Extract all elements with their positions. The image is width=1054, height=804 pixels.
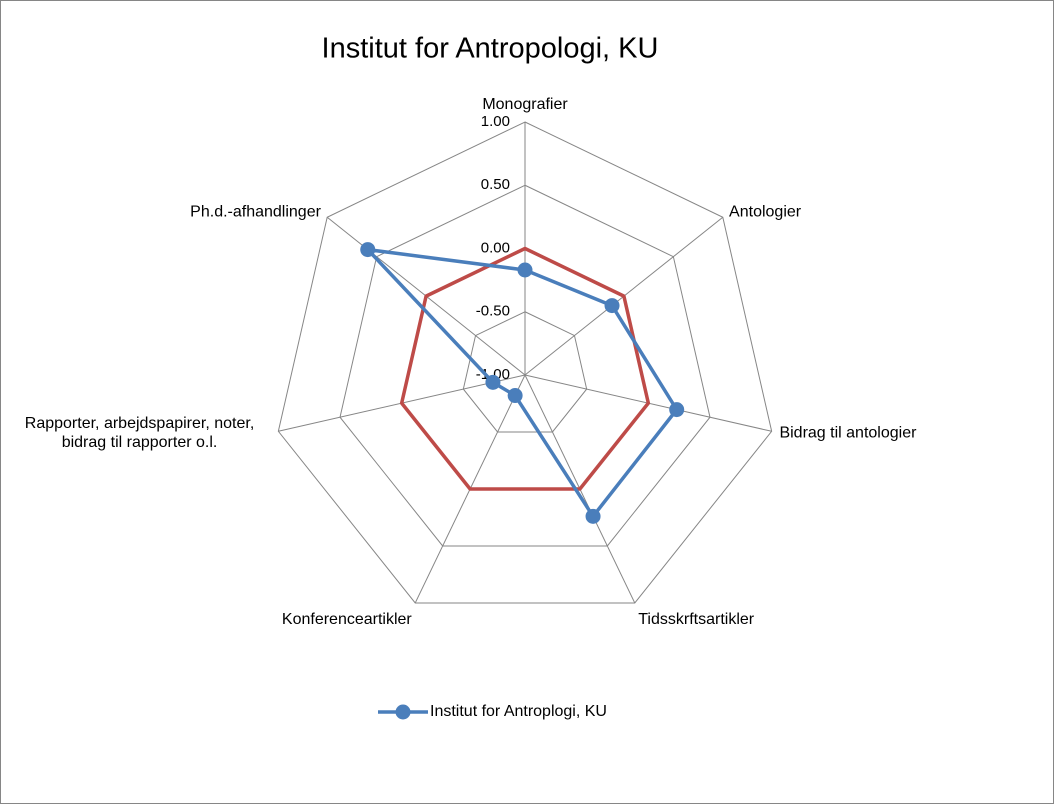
- r-tick-label: 0.50: [481, 176, 510, 193]
- category-label: Monografier: [482, 96, 568, 113]
- r-tick-label: -1.00: [476, 366, 510, 383]
- legend-marker: [395, 704, 411, 720]
- data-point: [507, 388, 523, 404]
- grid-ring: [339, 184, 711, 547]
- data-point: [517, 262, 533, 278]
- r-tick-label: 1.00: [481, 113, 510, 130]
- category-label: Konferenceartikler: [281, 611, 412, 629]
- category-label: Rapporter, arbejdspapirer, noter, bidrag…: [24, 415, 255, 452]
- category-label: Bidrag til antologier: [779, 424, 917, 442]
- category-label: Antologier: [729, 203, 802, 221]
- category-label: Ph.d.-afhandlinger: [190, 203, 321, 221]
- grid-ring: [462, 311, 588, 433]
- series-line: [399, 246, 651, 491]
- data-point: [669, 402, 685, 418]
- grid-ring: [277, 121, 773, 604]
- data-point: [604, 298, 620, 314]
- category-label: Tidsskrftsartikler: [638, 611, 755, 629]
- legend-label: Institut for Antroplogi, KU: [430, 703, 607, 720]
- data-point: [360, 242, 376, 258]
- r-tick-label: -0.50: [476, 303, 510, 320]
- data-point: [485, 374, 501, 390]
- series-line: [365, 247, 679, 519]
- data-point: [585, 508, 601, 524]
- chart-title: Institut for Antropologi, KU: [322, 33, 659, 65]
- r-tick-label: 0.00: [481, 239, 510, 256]
